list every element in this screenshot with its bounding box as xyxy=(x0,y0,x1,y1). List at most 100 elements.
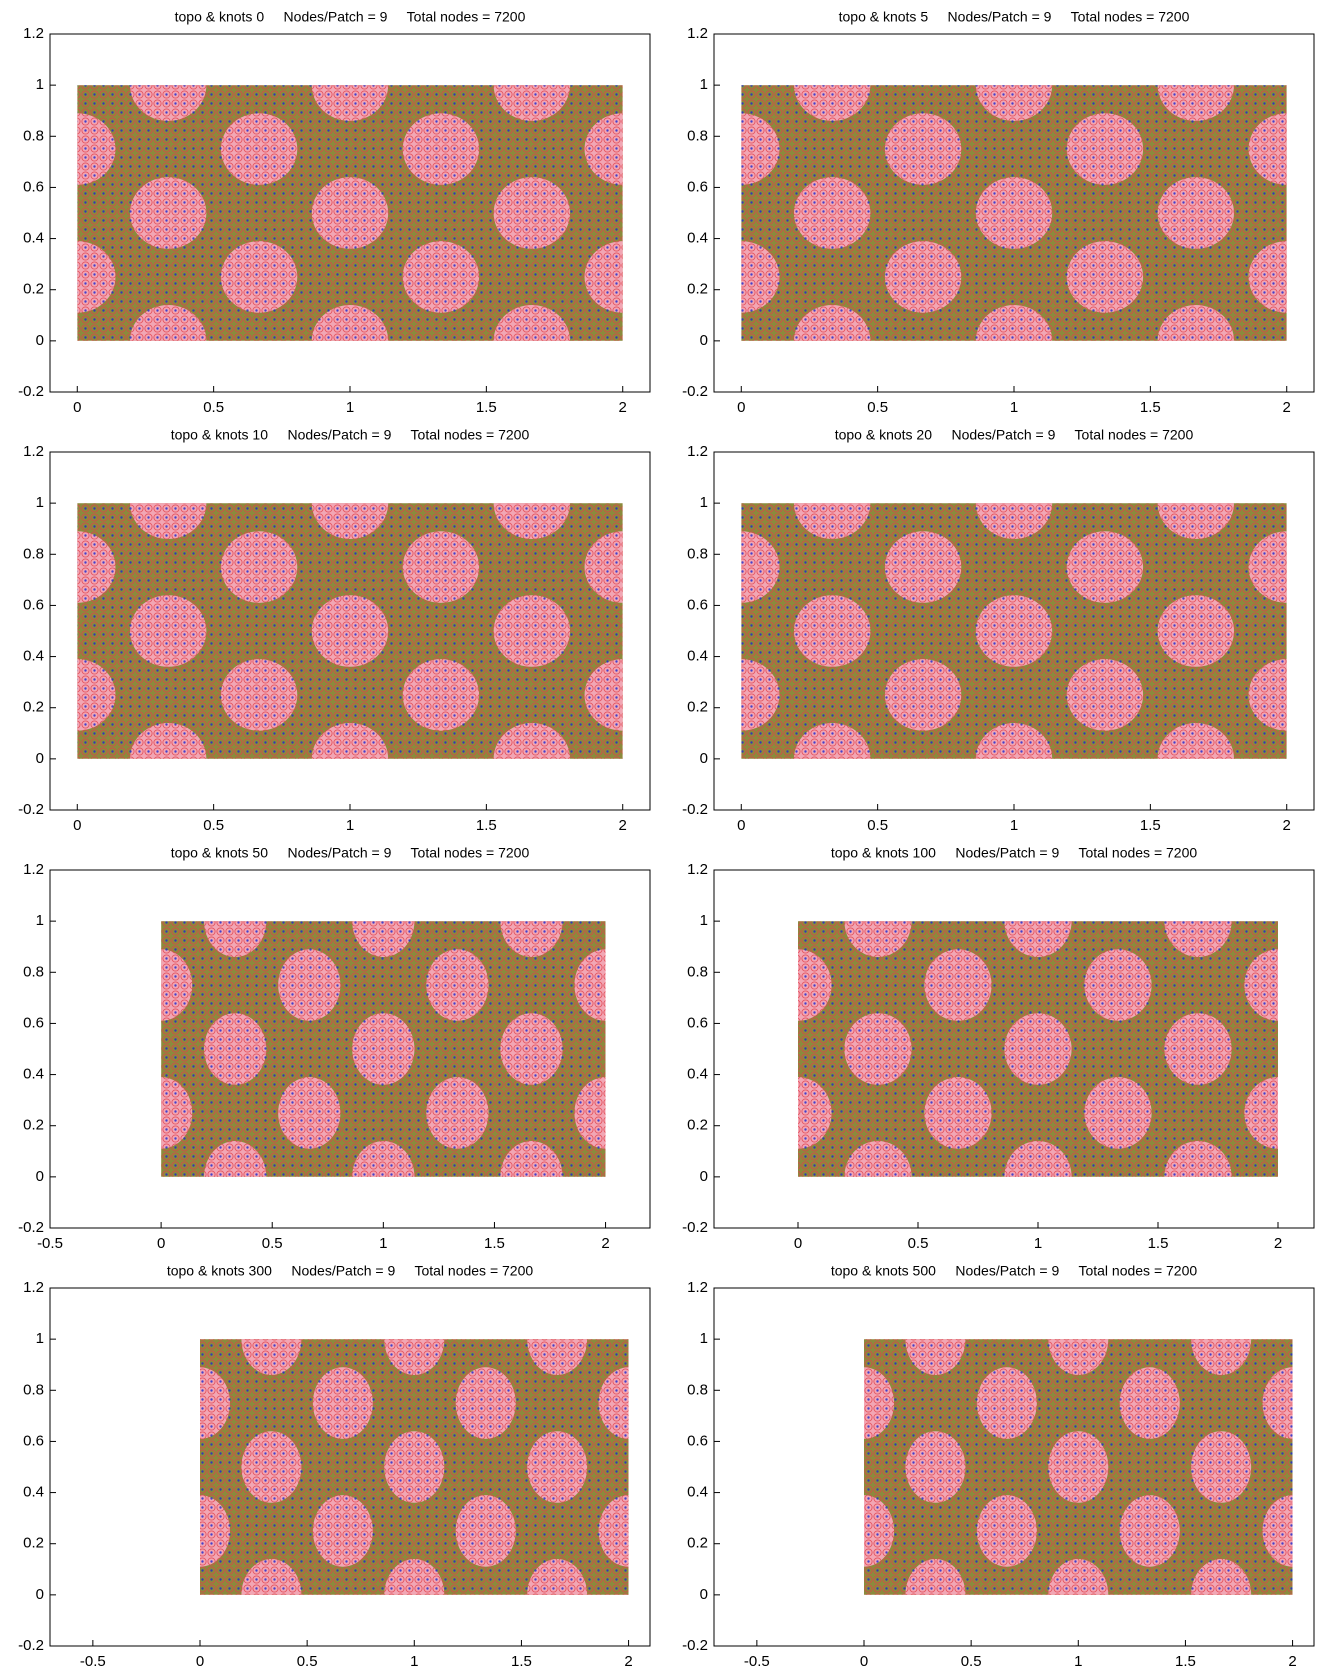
x-tick-label: 0.5 xyxy=(262,1235,283,1252)
y-tick-label: 0 xyxy=(36,332,44,349)
y-tick-label: 0.2 xyxy=(687,1117,708,1134)
y-tick-label: 1.2 xyxy=(23,25,44,42)
x-tick-label: 1.5 xyxy=(484,1235,505,1252)
plot-frame xyxy=(713,1287,1315,1647)
y-tick-label: 1.2 xyxy=(23,861,44,878)
topology xyxy=(77,85,623,341)
topology xyxy=(741,503,1287,759)
y-tick-label: 0.6 xyxy=(687,1014,708,1031)
plot-frame xyxy=(49,1287,651,1647)
y-tick-label: 0.4 xyxy=(687,1484,708,1501)
x-tick-label: 1 xyxy=(410,1653,418,1670)
y-tick-label: 0 xyxy=(36,1168,44,1185)
y-tick-label: 0 xyxy=(700,750,708,767)
y-tick-label: -0.2 xyxy=(682,383,708,400)
chart-title: topo & knots 50 Nodes/Patch = 9 Total no… xyxy=(171,845,530,861)
y-tick-label: 1 xyxy=(36,76,44,93)
x-tick-label: 0 xyxy=(73,817,81,834)
y-tick-label: -0.2 xyxy=(682,1219,708,1236)
y-tick-label: 0.6 xyxy=(687,1432,708,1449)
x-tick-label: -0.5 xyxy=(744,1653,770,1670)
x-tick-label: 1 xyxy=(379,1235,387,1252)
x-tick-label: 1 xyxy=(1074,1653,1082,1670)
x-tick-label: 1 xyxy=(346,399,354,416)
y-tick-label: 1 xyxy=(700,1330,708,1347)
chart-title: topo & knots 5 Nodes/Patch = 9 Total nod… xyxy=(839,9,1190,25)
y-tick-label: 0.4 xyxy=(687,1066,708,1083)
y-tick-label: 1.2 xyxy=(687,443,708,460)
y-tick-label: 0.4 xyxy=(23,1066,44,1083)
y-tick-label: 1 xyxy=(36,912,44,929)
topology xyxy=(741,85,1287,341)
panel: topo & knots 20 Nodes/Patch = 9 Total no… xyxy=(682,427,1315,834)
x-tick-label: 1.5 xyxy=(1148,1235,1169,1252)
x-tick-label: 2 xyxy=(601,1235,609,1252)
knot-grid xyxy=(77,85,623,341)
y-tick-label: 0 xyxy=(700,1168,708,1185)
x-tick-label: 2 xyxy=(1283,399,1291,416)
x-tick-label: 0.5 xyxy=(961,1653,982,1670)
knot-grid xyxy=(741,503,1287,759)
x-tick-label: 1.5 xyxy=(1140,399,1161,416)
chart-title: topo & knots 500 Nodes/Patch = 9 Total n… xyxy=(831,1263,1198,1279)
y-tick-label: 0.4 xyxy=(687,230,708,247)
knot-grid xyxy=(864,1339,1293,1595)
y-tick-label: 1.2 xyxy=(23,443,44,460)
y-tick-label: 0.2 xyxy=(687,1535,708,1552)
x-tick-label: 1 xyxy=(1010,817,1018,834)
y-tick-label: 0.4 xyxy=(23,1484,44,1501)
x-tick-label: 0 xyxy=(737,399,745,416)
y-tick-label: -0.2 xyxy=(18,383,44,400)
x-tick-label: 0.5 xyxy=(297,1653,318,1670)
x-tick-label: 0.5 xyxy=(203,399,224,416)
x-tick-label: 1 xyxy=(346,817,354,834)
topology xyxy=(200,1339,629,1595)
y-tick-label: -0.2 xyxy=(18,1219,44,1236)
y-tick-label: -0.2 xyxy=(18,801,44,818)
y-tick-label: 1.2 xyxy=(687,25,708,42)
y-tick-label: 0.6 xyxy=(23,1432,44,1449)
x-tick-label: 2 xyxy=(619,399,627,416)
y-tick-label: 0.8 xyxy=(687,1381,708,1398)
x-tick-label: 0.5 xyxy=(908,1235,929,1252)
y-tick-label: -0.2 xyxy=(18,1637,44,1654)
y-tick-label: 1.2 xyxy=(687,1279,708,1296)
knot-grid xyxy=(161,921,606,1177)
y-tick-label: 0.6 xyxy=(23,178,44,195)
x-tick-label: 1.5 xyxy=(476,399,497,416)
x-tick-label: 1 xyxy=(1034,1235,1042,1252)
x-tick-label: 2 xyxy=(1283,817,1291,834)
x-tick-label: 1.5 xyxy=(1175,1653,1196,1670)
x-tick-label: 0 xyxy=(794,1235,802,1252)
y-tick-label: -0.2 xyxy=(682,801,708,818)
y-tick-label: 0.8 xyxy=(687,127,708,144)
x-tick-label: 2 xyxy=(1288,1653,1296,1670)
y-tick-label: 1 xyxy=(36,1330,44,1347)
y-tick-label: 0.8 xyxy=(23,127,44,144)
y-tick-label: 0.8 xyxy=(23,963,44,980)
panel: topo & knots 5 Nodes/Patch = 9 Total nod… xyxy=(682,9,1315,416)
y-tick-label: -0.2 xyxy=(682,1637,708,1654)
y-tick-label: 0.2 xyxy=(687,281,708,298)
x-tick-label: 1.5 xyxy=(1140,817,1161,834)
y-tick-label: 0.4 xyxy=(23,230,44,247)
topology xyxy=(864,1339,1293,1595)
chart-title: topo & knots 300 Nodes/Patch = 9 Total n… xyxy=(167,1263,534,1279)
y-tick-label: 0.8 xyxy=(23,545,44,562)
y-tick-label: 0.4 xyxy=(23,648,44,665)
y-tick-label: 0 xyxy=(700,332,708,349)
y-tick-label: 0 xyxy=(36,1586,44,1603)
knot-grid xyxy=(77,503,623,759)
x-tick-label: 0 xyxy=(73,399,81,416)
y-tick-label: 1 xyxy=(700,76,708,93)
x-tick-label: 2 xyxy=(624,1653,632,1670)
y-tick-label: 0.6 xyxy=(23,1014,44,1031)
x-tick-label: 2 xyxy=(619,817,627,834)
y-tick-label: 0.2 xyxy=(23,281,44,298)
y-tick-label: 0.8 xyxy=(687,963,708,980)
panel: topo & knots 300 Nodes/Patch = 9 Total n… xyxy=(18,1263,651,1670)
x-tick-label: 1 xyxy=(1010,399,1018,416)
knot-grid xyxy=(741,85,1287,341)
x-tick-label: -0.5 xyxy=(80,1653,106,1670)
y-tick-label: 0.8 xyxy=(687,545,708,562)
